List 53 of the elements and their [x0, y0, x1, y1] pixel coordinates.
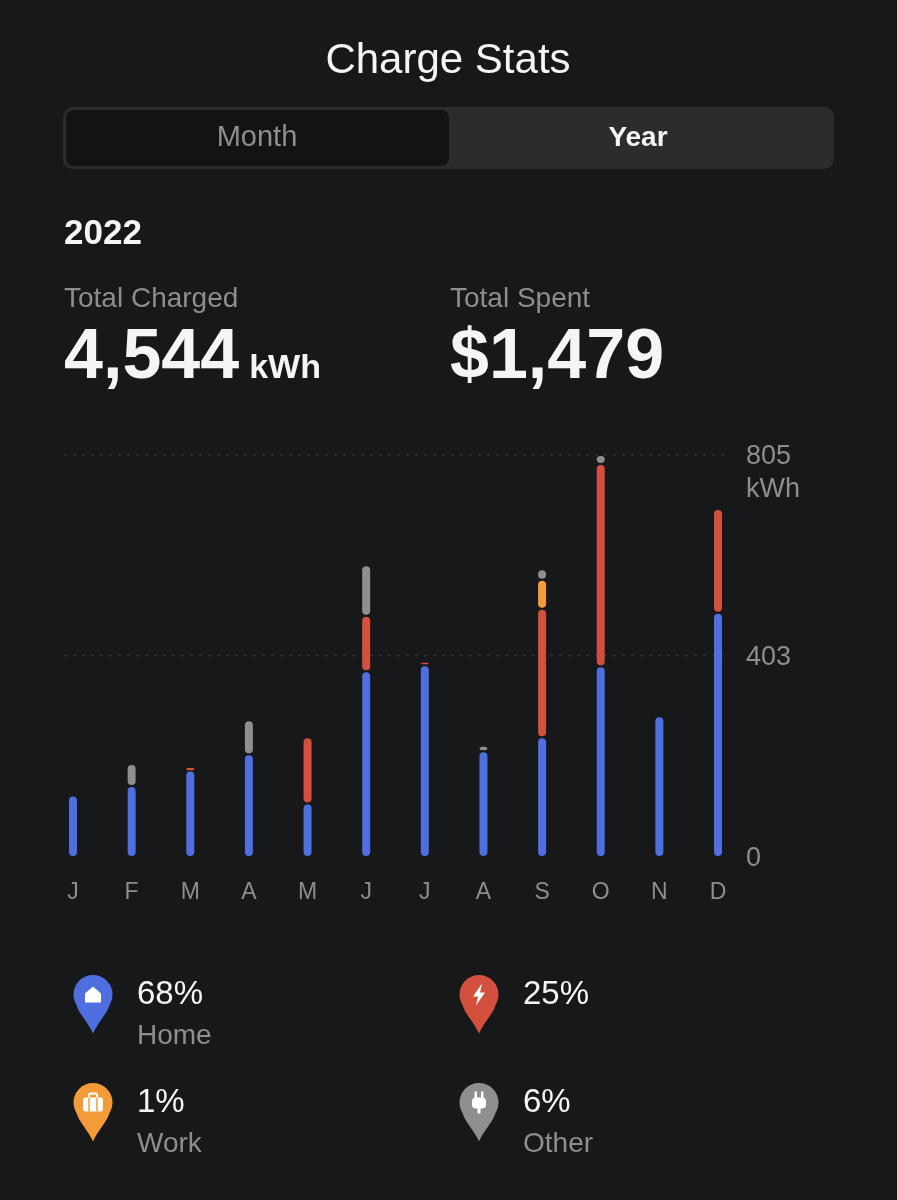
bar [362, 616, 371, 671]
bar [127, 765, 136, 786]
bar [69, 796, 77, 856]
y-tick-label: 0 [746, 842, 762, 872]
bar [596, 464, 605, 666]
x-tick-label: M [180, 878, 200, 904]
bar [655, 717, 664, 856]
bar [714, 613, 722, 856]
bar [244, 721, 253, 754]
bar [420, 666, 429, 856]
bar [244, 755, 253, 856]
chart-subtitle: 2022 [64, 212, 142, 251]
legend-label: Home [137, 1019, 212, 1050]
bar [596, 667, 605, 856]
legend-label: Work [137, 1127, 203, 1158]
x-tick-label: A [241, 878, 258, 904]
text: Total Charged [64, 282, 239, 313]
x-tick-label: J [360, 878, 372, 904]
text: Month [216, 120, 298, 152]
bar [714, 509, 722, 612]
text: 6% [523, 1082, 571, 1119]
x-tick-label: F [124, 878, 139, 904]
text: 68% [137, 974, 204, 1011]
text: $1,479 [450, 315, 665, 393]
bar [479, 752, 488, 856]
x-tick-label: M [297, 878, 318, 904]
x-tick-label: A [475, 878, 492, 904]
x-tick-label: N [651, 878, 668, 904]
text: 25% [523, 974, 590, 1011]
y-axis-title: kWh [746, 473, 800, 503]
x-tick-label: D [709, 878, 727, 904]
bar [186, 771, 195, 856]
text: Year [608, 121, 668, 152]
chart-title: Charge Stats [325, 35, 571, 82]
text: 1% [137, 1082, 185, 1119]
bar [362, 566, 371, 615]
bar [538, 738, 547, 856]
bar [362, 672, 371, 856]
y-tick-label: 403 [746, 640, 792, 671]
x-tick-label: O [591, 878, 610, 904]
bar [303, 804, 312, 856]
x-tick-label: J [67, 878, 79, 904]
x-tick-label: J [419, 878, 431, 904]
text: Total Spent [450, 282, 591, 313]
bar [538, 609, 547, 737]
text: 4,544 [64, 315, 240, 393]
legend-label: Other [523, 1127, 594, 1158]
x-tick-label: S [534, 878, 550, 904]
y-tick-label: 805 [746, 440, 792, 470]
bar [538, 580, 547, 608]
text: kWh [249, 347, 321, 385]
bar [303, 738, 312, 803]
bar [127, 787, 136, 856]
